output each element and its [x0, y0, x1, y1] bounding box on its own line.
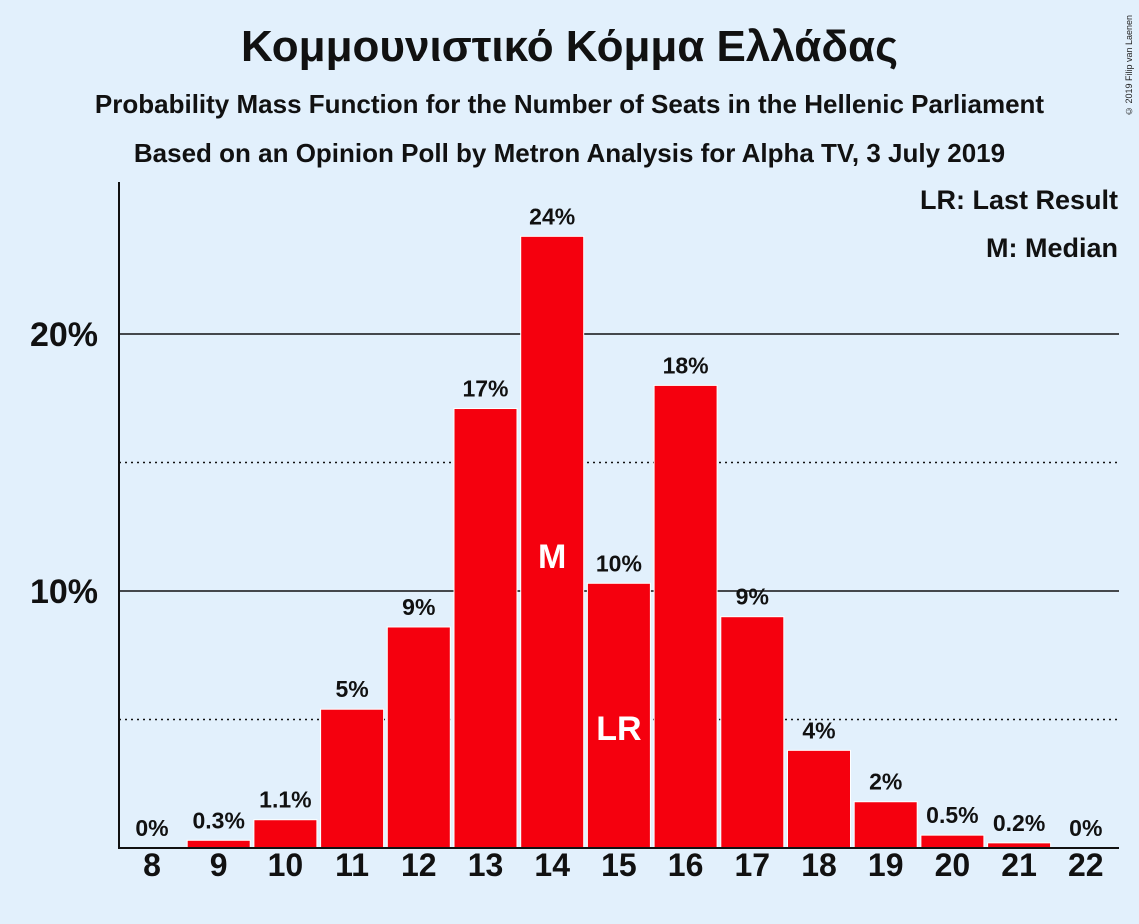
legend-last-result: LR: Last Result: [920, 185, 1118, 215]
bar-value-label: 0.2%: [993, 810, 1045, 836]
bar-value-label: 10%: [596, 550, 642, 576]
x-tick-label: 9: [210, 847, 228, 883]
x-tick-label: 12: [401, 847, 437, 883]
bar-value-label: 1.1%: [259, 787, 311, 813]
x-tick-label: 13: [468, 847, 504, 883]
bar-value-label: 0.3%: [192, 807, 244, 833]
x-tick-label: 14: [534, 847, 570, 883]
bar: [253, 819, 318, 849]
x-tick-label: 19: [868, 847, 904, 883]
bar-labels-group: 0% 0.3% 1.1% 5% 9% 17% 24% M 10% LR 18% 9% 4% 2% 0.5% 0…: [135, 203, 1102, 841]
x-tick-label: 16: [668, 847, 704, 883]
chart-subtitle: Probability Mass Function for the Number…: [94, 89, 1045, 119]
bar: [787, 749, 851, 849]
bar: [453, 408, 518, 849]
bar: [853, 801, 918, 849]
chart-source-line: Based on an Opinion Poll by Metron Analy…: [133, 138, 1006, 168]
x-tick-label: 21: [1001, 847, 1037, 883]
y-axis-ticks: 10% 20%: [30, 316, 98, 611]
bar-value-label: 0%: [135, 815, 168, 841]
x-tick-label: 15: [601, 847, 637, 883]
x-tick-label: 18: [801, 847, 837, 883]
bars-group: [186, 235, 1052, 849]
bar: [653, 384, 718, 849]
bar: [386, 626, 451, 849]
bar-value-label: 24%: [529, 203, 575, 229]
bar-value-label: 2%: [869, 769, 902, 795]
bar-value-label: 0.5%: [926, 802, 978, 828]
median-marker: M: [538, 538, 566, 576]
x-tick-label: 22: [1068, 847, 1104, 883]
x-tick-label: 11: [335, 847, 369, 883]
bar-value-label: 4%: [802, 717, 835, 743]
chart-title: Κομμουνιστικό Κόμμα Ελλάδας: [241, 22, 898, 71]
bar-value-label: 9%: [736, 584, 769, 610]
x-tick-label: 8: [143, 847, 161, 883]
bar: [320, 708, 385, 849]
x-axis-ticks: 8 9 10 11 12 13 14 15 16 17 18 19 20 21 22: [143, 847, 1103, 883]
x-tick-label: 20: [935, 847, 971, 883]
bar-value-label: 5%: [335, 676, 368, 702]
bar-value-label: 9%: [402, 594, 435, 620]
last-result-marker: LR: [596, 710, 641, 748]
legend-median: M: Median: [986, 233, 1118, 263]
y-tick-label: 20%: [30, 316, 98, 354]
x-tick-label: 10: [268, 847, 304, 883]
bar: [720, 616, 785, 849]
x-tick-label: 17: [735, 847, 771, 883]
bar-value-label: 18%: [663, 352, 709, 378]
y-tick-label: 10%: [30, 573, 98, 611]
bar-value-label: 0%: [1069, 815, 1102, 841]
bar-value-label: 17%: [462, 376, 508, 402]
